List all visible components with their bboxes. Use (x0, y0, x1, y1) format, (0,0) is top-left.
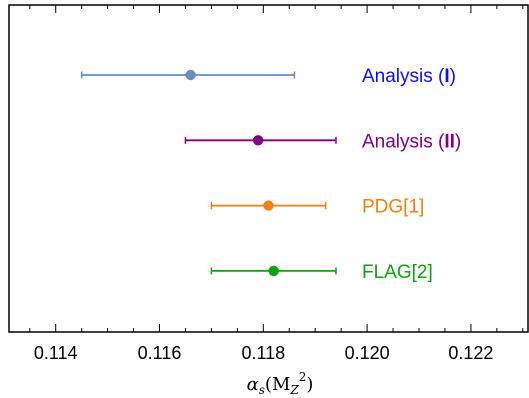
x-tick-label: 0.114 (34, 343, 78, 363)
series-group: Analysis (I) Analysis (II) PDG[1] FLAG[2] (80, 66, 461, 283)
data-point (268, 265, 279, 277)
data-point (185, 69, 196, 81)
series-label: PDG[1] (362, 197, 424, 218)
series-label: FLAG[2] (362, 262, 433, 283)
x-tick-label: 0.120 (345, 343, 390, 363)
x-tick-label: 0.122 (448, 343, 493, 363)
x-ticks: 0.114 0.116 0.118 0.120 0.122 (29, 5, 524, 363)
series-1: Analysis (I) (80, 66, 456, 87)
x-tick-label: 0.118 (241, 343, 285, 363)
x-tick-label: 0.116 (138, 343, 182, 363)
data-point (263, 200, 274, 211)
data-point (252, 135, 264, 146)
x-axis-label: αs(MZ2) (247, 370, 314, 397)
series-3: PDG[1] (210, 197, 424, 218)
plot-frame (8, 4, 529, 333)
series-label: Analysis (II) (362, 131, 461, 152)
series-2: Analysis (II) (184, 131, 461, 152)
series-4: FLAG[2] (210, 262, 433, 283)
series-label: Analysis (I) (362, 66, 456, 87)
